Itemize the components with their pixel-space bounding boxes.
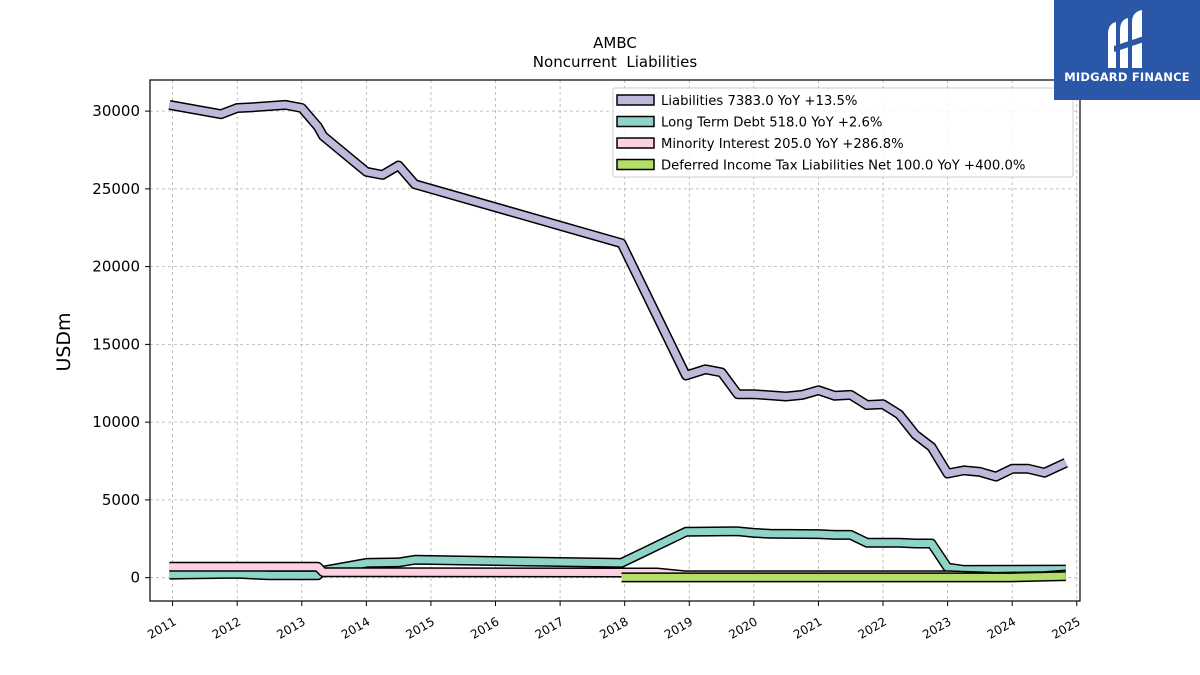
y-tick-label: 5000 [102, 491, 140, 509]
legend-label-3: Deferred Income Tax Liabilities Net 100.… [661, 159, 1025, 174]
x-tick-label: 2021 [791, 614, 824, 641]
series-band-0 [168, 101, 1068, 481]
series-band-3 [621, 572, 1066, 581]
x-tick-label: 2024 [985, 614, 1018, 641]
y-tick-label: 15000 [92, 335, 140, 353]
x-tick-label: 2018 [597, 614, 630, 641]
x-tick-label: 2015 [404, 614, 437, 641]
x-tick-label: 2022 [856, 614, 889, 641]
midgard-logo-icon [1108, 10, 1144, 68]
y-tick-label: 25000 [92, 180, 140, 198]
x-tick-label: 2019 [662, 614, 695, 641]
x-tick-label: 2013 [274, 614, 307, 641]
x-tick-label: 2017 [533, 614, 566, 641]
brand-name: MIDGARD FINANCE [1064, 70, 1190, 84]
legend: Liabilities 7383.0 YoY +13.5% Long Term D… [612, 87, 1074, 178]
x-tick-label: 2023 [920, 614, 953, 641]
y-tick-label: 30000 [92, 102, 140, 120]
legend-swatch-2 [616, 137, 655, 149]
y-tick-label: 20000 [92, 258, 140, 276]
x-tick-label: 2020 [726, 614, 759, 641]
x-tick-label: 2025 [1049, 614, 1082, 641]
legend-label-1: Long Term Debt 518.0 YoY +2.6% [661, 116, 882, 131]
legend-swatch-0 [616, 94, 655, 106]
x-tick-label: 2011 [145, 614, 178, 641]
chart-title: AMBC [593, 34, 637, 52]
plot-border [149, 79, 1081, 602]
y-axis-label: USDm [53, 312, 75, 371]
legend-box [612, 87, 1074, 178]
legend-label-0: Liabilities 7383.0 YoY +13.5% [661, 94, 857, 109]
x-tick-label: 2014 [339, 614, 372, 641]
chart-subtitle: Noncurrent Liabilities [533, 53, 698, 71]
plot-frame [149, 79, 1081, 602]
y-tick-label: 0 [130, 569, 140, 587]
legend-swatch-1 [616, 115, 655, 128]
legend-label-2: Minority Interest 205.0 YoY +286.8% [661, 137, 904, 152]
legend-swatch-3 [616, 158, 655, 171]
series-areas [168, 99, 1068, 583]
x-tick-label: 2012 [210, 614, 243, 641]
x-tick-label: 2016 [468, 614, 501, 641]
y-tick-label: 10000 [92, 413, 140, 431]
x-axis: 2011 2012 2013 2014 2015 2016 2017 2018 2019 2020… [145, 601, 1083, 642]
y-axis: 0 5000 10000 15000 20000 25000 30000 [92, 102, 150, 587]
brand-logo: MIDGARD FINANCE [1054, 0, 1200, 100]
